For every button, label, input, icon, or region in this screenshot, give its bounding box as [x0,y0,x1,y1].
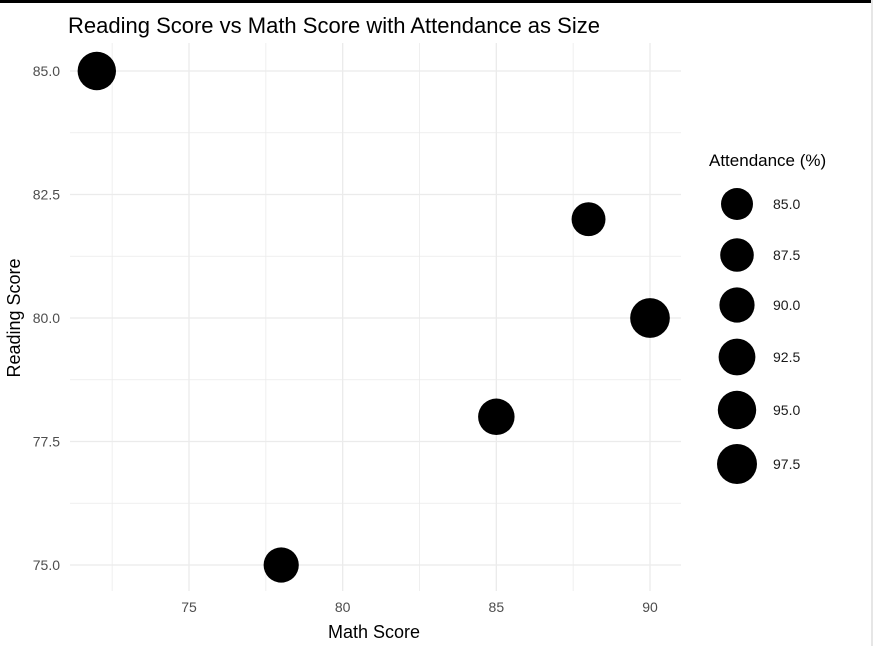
legend-key [717,390,757,430]
data-point [630,298,670,338]
legend-key [718,338,756,376]
legend: Attendance (%) 85.0 87.5 90.0 92.5 95.0 97.5 [709,151,826,484]
data-point [77,51,117,91]
x-tick-label: 90 [642,599,658,615]
y-tick-label: 75.0 [33,557,60,573]
y-tick-label: 82.5 [33,187,60,203]
y-tick-label: 77.5 [33,434,60,450]
x-tick-label: 75 [181,599,197,615]
data-point [263,547,299,583]
tick-labels: 75 80 85 90 75.0 77.5 80.0 82.5 85.0 [33,63,658,615]
y-tick-label: 80.0 [33,310,60,326]
right-border [871,0,873,646]
legend-key [720,238,754,272]
legend-key [717,444,757,484]
x-tick-label: 80 [335,599,351,615]
x-tick-label: 85 [489,599,505,615]
legend-key [721,188,753,220]
legend-label: 85.0 [773,196,800,212]
data-points [77,51,670,583]
y-tick-label: 85.0 [33,63,60,79]
grid-lines [70,43,681,591]
legend-key [719,287,755,323]
top-border [0,0,873,3]
data-point [571,202,606,237]
legend-title: Attendance (%) [709,151,826,170]
legend-label: 97.5 [773,456,800,472]
x-axis-title: Math Score [328,622,420,642]
chart-title: Reading Score vs Math Score with Attenda… [68,13,600,38]
legend-label: 87.5 [773,247,800,263]
legend-label: 95.0 [773,402,800,418]
data-point [478,398,515,436]
legend-label: 90.0 [773,297,800,313]
y-axis-title: Reading Score [4,258,24,377]
legend-label: 92.5 [773,349,800,365]
